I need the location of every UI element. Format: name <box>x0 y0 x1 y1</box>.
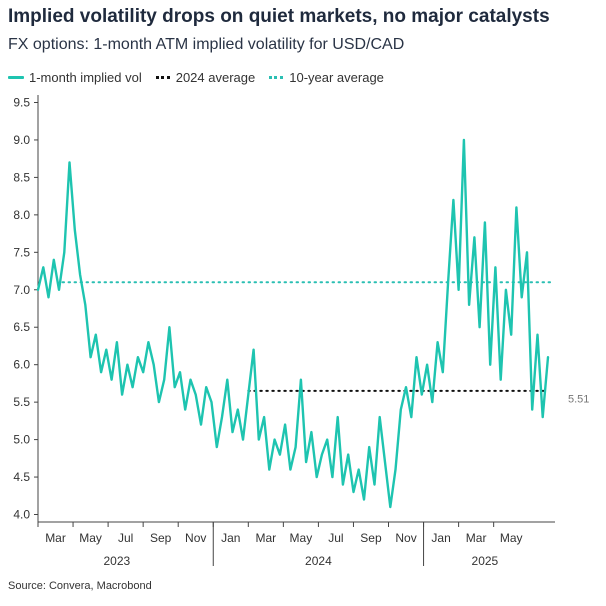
y-tick-label: 6.5 <box>13 320 30 334</box>
x-tick-label: Mar <box>255 531 276 545</box>
legend: 1-month implied vol 2024 average 10-year… <box>8 70 398 85</box>
x-tick-label: May <box>79 531 102 545</box>
x-tick-label: Sep <box>360 531 382 545</box>
y-tick-label: 9.5 <box>13 95 30 109</box>
legend-swatch-10-year-average <box>269 76 284 79</box>
y-tick-label: 4.0 <box>13 508 30 522</box>
legend-item-implied-vol: 1-month implied vol <box>8 70 142 85</box>
legend-swatch-2024-average <box>155 76 170 79</box>
x-tick-label: May <box>500 531 523 545</box>
y-tick-label: 4.5 <box>13 470 30 484</box>
last-value-label: 5.51 <box>568 393 589 405</box>
series-line-implied-vol <box>36 138 550 509</box>
legend-swatch-implied-vol <box>8 76 24 79</box>
x-tick-label: Mar <box>45 531 66 545</box>
x-tick-label: Nov <box>185 531 206 545</box>
x-tick-label: May <box>290 531 313 545</box>
y-tick-label: 6.0 <box>13 358 30 372</box>
chart-subtitle: FX options: 1-month ATM implied volatili… <box>8 36 405 53</box>
y-tick-label: 8.5 <box>13 170 30 184</box>
legend-item-10-year-average: 10-year average <box>269 70 384 85</box>
y-tick-label: 8.0 <box>13 208 30 222</box>
legend-label-2024-average: 2024 average <box>175 70 256 85</box>
y-tick-label: 5.0 <box>13 433 30 447</box>
y-tick-label: 9.0 <box>13 133 30 147</box>
x-tick-label: Nov <box>395 531 416 545</box>
source-note: Source: Convera, Macrobond <box>8 580 152 592</box>
chart-title: Implied volatility drops on quiet market… <box>8 6 550 27</box>
x-tick-label: Jan <box>431 531 450 545</box>
x-tick-label: Jul <box>118 531 133 545</box>
year-label: 2024 <box>305 554 332 568</box>
y-tick-label: 7.0 <box>13 283 30 297</box>
legend-item-2024-average: 2024 average <box>155 70 256 85</box>
legend-label-implied-vol: 1-month implied vol <box>29 70 142 85</box>
y-tick-label: 7.5 <box>13 245 30 259</box>
x-tick-label: Jan <box>221 531 240 545</box>
legend-label-10-year-average: 10-year average <box>289 70 384 85</box>
x-tick-label: Sep <box>150 531 172 545</box>
x-tick-label: Mar <box>466 531 487 545</box>
year-label: 2025 <box>472 554 499 568</box>
year-label: 2023 <box>104 554 131 568</box>
y-tick-label: 5.5 <box>13 395 30 409</box>
x-tick-label: Jul <box>328 531 343 545</box>
